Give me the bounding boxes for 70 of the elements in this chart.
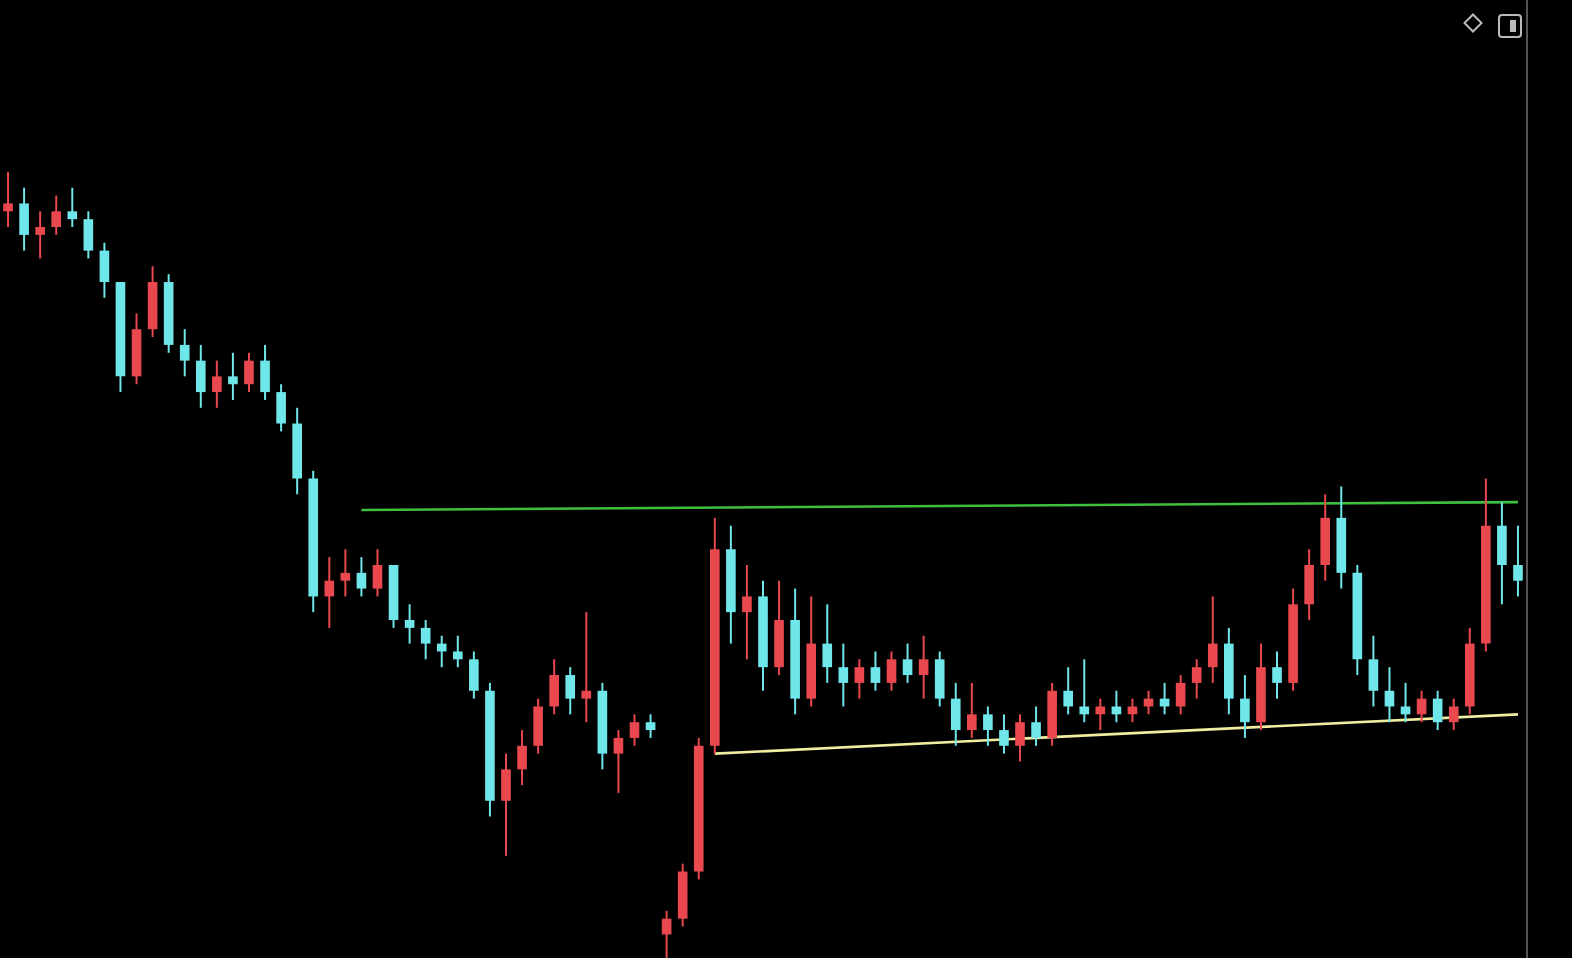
candlestick xyxy=(533,697,543,755)
candlestick xyxy=(1015,713,1025,763)
candlestick xyxy=(420,619,431,661)
candlestick xyxy=(902,642,913,684)
candlestick xyxy=(1272,650,1282,700)
candlestick xyxy=(613,729,624,794)
candlestick xyxy=(340,548,351,598)
candlestick xyxy=(51,194,62,236)
candlestick xyxy=(1191,658,1202,700)
candlestick xyxy=(372,548,383,598)
candlestick xyxy=(1079,658,1090,724)
candlestick xyxy=(260,343,270,401)
candlestick xyxy=(854,658,865,700)
candlestick xyxy=(581,611,592,724)
candlestick xyxy=(999,713,1009,755)
candlestick xyxy=(404,603,415,645)
candlestick xyxy=(1063,666,1074,716)
candlestick xyxy=(822,603,833,684)
candlestick xyxy=(983,705,993,747)
candlestick xyxy=(870,650,881,692)
candlestick xyxy=(1047,681,1057,747)
candlestick xyxy=(950,681,961,747)
candlestick xyxy=(1400,681,1411,724)
candlestick xyxy=(1095,697,1106,732)
candlestick xyxy=(469,650,479,700)
candlestick xyxy=(918,634,929,700)
candlestick xyxy=(83,210,94,260)
candlestick xyxy=(549,658,559,716)
candlestick xyxy=(19,186,29,252)
candlestick xyxy=(501,752,511,857)
candlestick xyxy=(276,383,286,433)
candlestick xyxy=(565,666,576,716)
candlestick xyxy=(886,650,897,692)
candlestick xyxy=(67,186,78,229)
candlestick xyxy=(1127,697,1138,724)
candlestick xyxy=(1031,705,1041,747)
candlestick xyxy=(1320,493,1331,582)
candlestick xyxy=(838,642,849,708)
candlestick xyxy=(1448,697,1459,732)
candlestick xyxy=(1304,548,1314,622)
candlestick xyxy=(645,713,656,739)
candlestick xyxy=(3,171,13,229)
candlestick xyxy=(742,564,752,661)
candlestick xyxy=(1432,689,1443,732)
candlestick xyxy=(1111,689,1122,724)
candlestick xyxy=(1207,595,1218,684)
candlestick xyxy=(1175,674,1186,716)
candlestick xyxy=(212,359,222,409)
candlestick xyxy=(356,556,367,598)
candlestick xyxy=(179,328,190,378)
candlestick xyxy=(244,351,254,394)
candlestick xyxy=(1240,674,1250,739)
candlestick xyxy=(228,351,238,401)
candlestick xyxy=(517,729,527,787)
candlestick xyxy=(35,210,45,260)
candlestick xyxy=(934,650,945,708)
candlestick xyxy=(452,634,463,669)
candlestick xyxy=(1368,634,1379,708)
candlestick xyxy=(436,634,447,669)
candlestick xyxy=(677,862,688,928)
candlestick xyxy=(629,713,640,747)
candlestick xyxy=(1497,501,1507,606)
candlestick xyxy=(324,556,335,629)
candlestick xyxy=(195,343,206,409)
candlestick xyxy=(99,241,110,299)
candlestick xyxy=(774,579,784,677)
candlestick xyxy=(147,265,158,339)
candlestick xyxy=(131,312,142,386)
candlestick xyxy=(967,681,977,739)
candlestick xyxy=(1513,524,1523,598)
